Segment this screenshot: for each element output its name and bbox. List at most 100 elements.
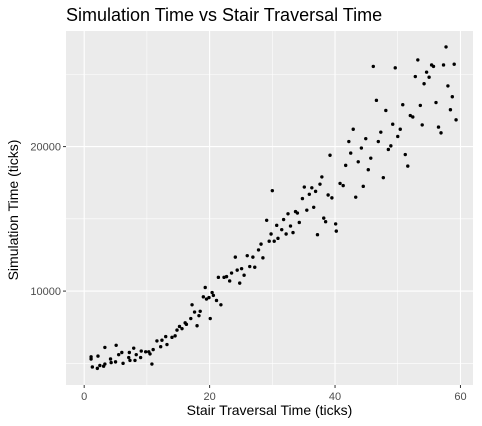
data-point [316, 233, 319, 236]
data-point [326, 193, 329, 196]
data-point [132, 346, 135, 349]
data-point [372, 65, 375, 68]
data-point [341, 184, 344, 187]
data-point [114, 344, 117, 347]
data-point [399, 128, 402, 131]
data-point [189, 317, 192, 320]
data-point [452, 63, 455, 66]
data-point [164, 335, 167, 338]
data-point [375, 99, 378, 102]
data-point [269, 232, 272, 235]
data-point [209, 317, 212, 320]
data-point [369, 156, 372, 159]
data-point [335, 229, 338, 232]
data-point [303, 185, 306, 188]
data-point [197, 314, 200, 317]
data-point [434, 101, 437, 104]
data-point [419, 104, 422, 107]
data-point [259, 242, 262, 245]
y-tick-label: 10000 [30, 286, 61, 298]
data-point [347, 140, 350, 143]
data-point [354, 195, 357, 198]
data-point [98, 364, 101, 367]
data-point [91, 365, 94, 368]
data-point [199, 310, 202, 313]
data-point [139, 356, 142, 359]
plot-panel [66, 31, 473, 385]
data-point [349, 151, 352, 154]
data-point [246, 254, 249, 257]
data-point [240, 267, 243, 270]
data-point [160, 339, 163, 342]
data-point [238, 281, 241, 284]
data-point [210, 291, 213, 294]
data-point [276, 237, 279, 240]
data-point [234, 255, 237, 258]
data-point [103, 362, 106, 365]
data-point [225, 275, 228, 278]
data-point [103, 346, 106, 349]
data-point [437, 125, 440, 128]
data-point [89, 355, 92, 358]
data-point [449, 108, 452, 111]
data-point [362, 185, 365, 188]
data-point [271, 189, 274, 192]
data-point [280, 228, 283, 231]
data-point [109, 361, 112, 364]
data-point [308, 193, 311, 196]
data-point [204, 286, 207, 289]
data-point [195, 324, 198, 327]
data-point [305, 208, 308, 211]
data-point [170, 336, 173, 339]
data-point [217, 276, 220, 279]
data-point [289, 224, 292, 227]
data-point [202, 295, 205, 298]
data-point [404, 153, 407, 156]
data-point [334, 222, 337, 225]
data-point [364, 137, 367, 140]
data-point [446, 84, 449, 87]
data-point [284, 232, 287, 235]
data-point [318, 182, 321, 185]
data-point [442, 63, 445, 66]
data-point [338, 182, 341, 185]
data-point [117, 353, 120, 356]
data-point [406, 164, 409, 167]
data-point [228, 279, 231, 282]
data-point [193, 310, 196, 313]
data-point [212, 294, 215, 297]
data-point [384, 109, 387, 112]
data-point [396, 135, 399, 138]
data-point [267, 240, 270, 243]
data-point [401, 103, 404, 106]
data-point [135, 353, 138, 356]
data-point [394, 66, 397, 69]
x-tick-label: 0 [81, 391, 87, 403]
x-tick-label: 60 [454, 391, 466, 403]
data-point [273, 240, 276, 243]
data-point [109, 357, 112, 360]
data-point [159, 345, 162, 348]
data-point [261, 256, 264, 259]
data-point [96, 354, 99, 357]
data-point [314, 190, 317, 193]
data-point [215, 299, 218, 302]
data-point [173, 334, 176, 337]
data-point [180, 327, 183, 330]
data-point [421, 123, 424, 126]
data-point [120, 351, 123, 354]
data-point [230, 271, 233, 274]
data-point [175, 328, 178, 331]
data-point [140, 349, 143, 352]
data-point [165, 343, 168, 346]
data-point [133, 359, 136, 362]
data-point [257, 248, 260, 251]
data-point [291, 231, 294, 234]
data-point [242, 273, 245, 276]
data-point [207, 296, 210, 299]
data-point [382, 176, 385, 179]
data-point [451, 95, 454, 98]
data-point [128, 351, 131, 354]
data-point [219, 303, 222, 306]
